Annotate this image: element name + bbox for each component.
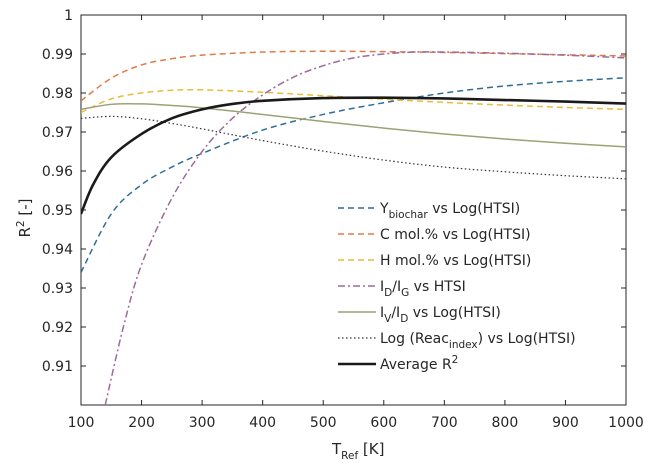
y-tick-label: 0.92 [42,320,73,336]
x-tick-label: 100 [68,415,95,431]
y-tick-label: 1 [64,8,73,24]
legend-label-5: IV/ID vs Log(HTSI) [380,305,501,325]
x-tick-label: 1000 [608,415,644,431]
series-line-7 [81,96,626,215]
legend-label-6: Log (Reacindex) vs Log(HTSI) [380,331,576,351]
legend-label-4: ID/IG vs HTSI [380,279,466,299]
x-axis-label-main: T [331,440,342,458]
y-tick-label: 0.96 [42,164,73,180]
y-tick-label: 0.97 [42,125,73,141]
legend-label-1: Ybiochar vs Log(HTSI) [379,201,520,221]
legend-label-7: Average R2 [380,354,458,373]
series-line-2 [81,50,626,102]
x-tick-label: 600 [370,415,397,431]
y-tick-label: 0.99 [42,47,73,63]
series-line-3 [81,88,626,114]
x-tick-label: 800 [492,415,519,431]
x-tick-label: 900 [552,415,579,431]
y-tick-label: 0.93 [42,281,73,297]
y-tick-label: 0.95 [42,203,73,219]
y-axis-label-rest: [-] [16,198,34,220]
x-tick-label: 500 [310,415,337,431]
y-tick-label: 0.94 [42,242,73,258]
x-tick-label: 700 [431,415,458,431]
plot-area [80,14,627,406]
y-axis-label: R2 [-] [15,198,34,237]
x-axis-label-sub: Ref [341,450,358,462]
x-tick-label: 300 [189,415,216,431]
y-tick-label: 0.98 [42,86,73,102]
legend-label-2: C mol.% vs Log(HTSI) [380,227,531,243]
y-axis-label-sup: 2 [15,220,27,227]
legend-label-3: H mol.% vs Log(HTSI) [380,253,531,269]
x-tick-label: 400 [249,415,276,431]
y-tick-label: 0.91 [42,359,73,375]
y-axis-label-main: R [16,227,34,237]
x-axis-label: TRef [K] [331,440,384,462]
series-line-1 [81,77,626,273]
x-tick-label: 200 [128,415,155,431]
x-axis-label-rest: [K] [358,440,384,458]
series-line-5 [81,102,626,148]
series-line-6 [81,115,626,180]
series-line-4 [104,51,626,405]
